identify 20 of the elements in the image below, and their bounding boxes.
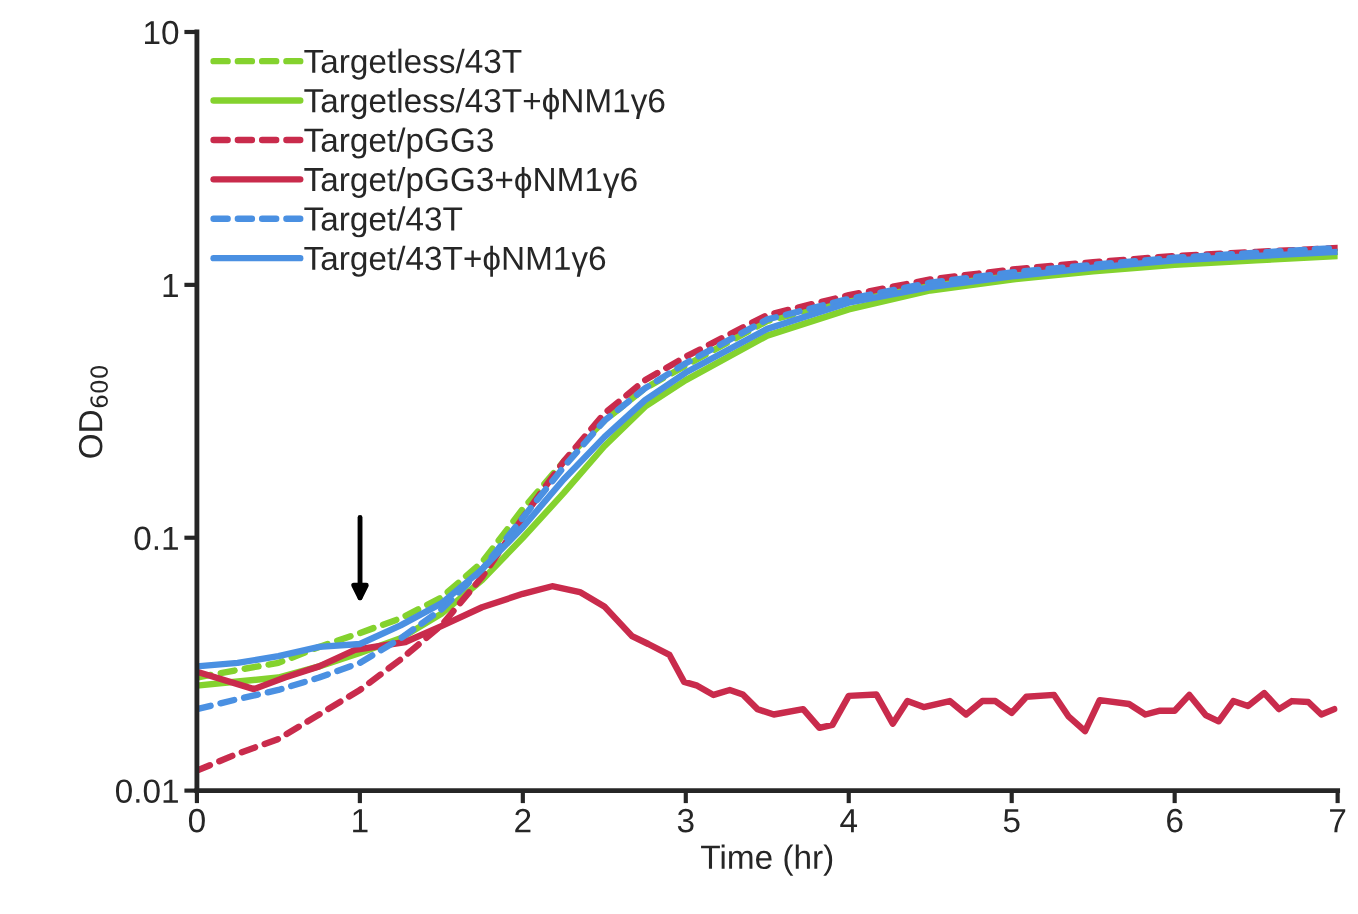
legend-label: Target/pGG3	[304, 127, 493, 159]
legend-label: Targetless/43T+ϕNM1γ6	[304, 88, 665, 120]
y-tick-label: 1	[163, 274, 178, 297]
x-tick-label: 0	[188, 808, 205, 833]
x-axis-title: Time (hr)	[701, 844, 833, 876]
y-axis-title: OD$_{600}$	[78, 365, 108, 458]
x-tick-label: 7	[1330, 809, 1346, 833]
y-tick-label: 0.01	[115, 779, 178, 804]
y-tick-label: 0.1	[134, 526, 178, 551]
x-tick-label: 1	[353, 809, 368, 833]
x-tick-label: 5	[1003, 809, 1020, 833]
x-tick-label: 4	[840, 809, 858, 833]
x-tick-label: 6	[1167, 808, 1183, 833]
legend-label: Target/43T	[304, 206, 463, 238]
x-tick-label: 3	[677, 808, 694, 833]
x-tick-label: 2	[515, 808, 531, 833]
y-tick-label: 10	[145, 20, 179, 45]
legend-label: Target/pGG3+ϕNM1γ6	[304, 166, 637, 198]
legend-label: Targetless/43T	[304, 48, 522, 80]
legend-label: Target/43T+ϕNM1γ6	[304, 245, 606, 277]
